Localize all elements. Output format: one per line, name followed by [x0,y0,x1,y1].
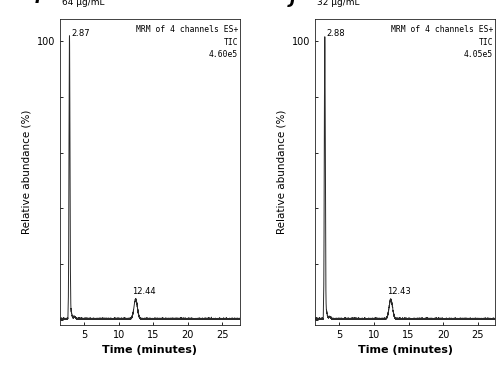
Text: 12.44: 12.44 [132,287,156,296]
Text: 32 μg/mL: 32 μg/mL [317,0,360,7]
X-axis label: Time (minutes): Time (minutes) [358,345,452,355]
Text: 64 μg/mL: 64 μg/mL [62,0,104,7]
Text: MRM of 4 channels ES+
TIC
4.60e5: MRM of 4 channels ES+ TIC 4.60e5 [136,25,238,59]
Y-axis label: Relative abundance (%): Relative abundance (%) [276,110,286,234]
Text: 2.87: 2.87 [72,29,90,39]
X-axis label: Time (minutes): Time (minutes) [102,345,198,355]
Text: J: J [290,0,296,7]
Text: MRM of 4 channels ES+
TIC
4.05e5: MRM of 4 channels ES+ TIC 4.05e5 [391,25,493,59]
Y-axis label: Relative abundance (%): Relative abundance (%) [21,110,31,234]
Text: 2.88: 2.88 [327,29,345,39]
Text: I: I [35,0,41,7]
Text: 12.43: 12.43 [388,287,411,296]
